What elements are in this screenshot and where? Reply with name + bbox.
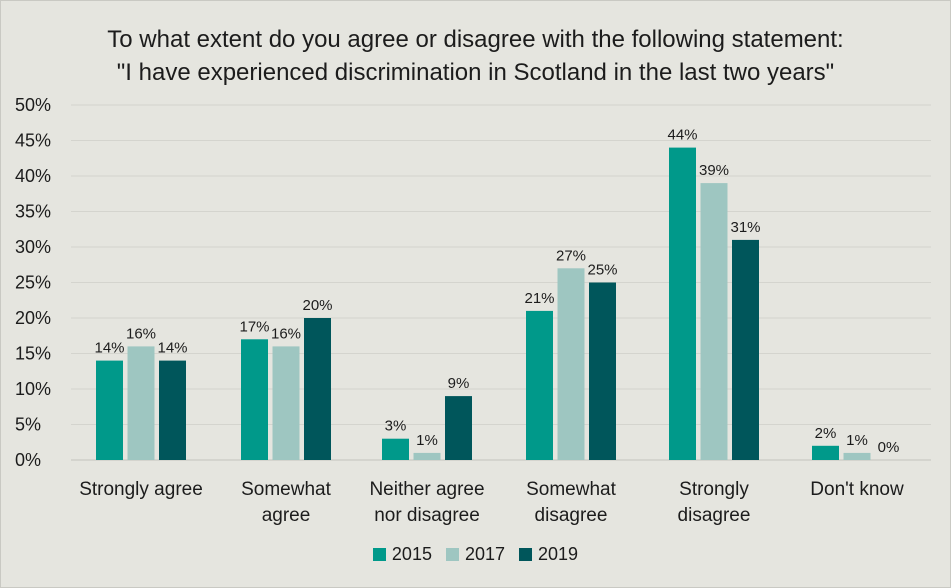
legend-swatch-2019	[519, 548, 533, 561]
category-label-line: Somewhat	[526, 479, 616, 500]
bar-2019-0	[159, 360, 186, 460]
y-tick-label: 40%	[15, 166, 51, 186]
bar-2019-2	[445, 396, 472, 460]
bar-2017-0	[127, 346, 155, 460]
category-label: Strongly agree	[79, 479, 203, 500]
data-label: 0%	[878, 439, 900, 456]
y-tick-label: 30%	[15, 237, 51, 257]
y-tick-label: 25%	[15, 273, 51, 293]
category-label: Don't know	[810, 479, 904, 500]
data-label: 21%	[524, 290, 554, 307]
gridlines	[71, 104, 931, 461]
category-label-line: disagree	[535, 505, 608, 526]
y-tick-label: 10%	[15, 379, 51, 399]
category-label-line: Neither agree	[369, 479, 484, 500]
bar-2017-4	[700, 183, 728, 460]
y-tick-label: 0%	[15, 450, 41, 470]
data-label: 25%	[587, 262, 617, 279]
bar-2017-5	[843, 452, 871, 460]
bar-2019-1	[304, 318, 331, 460]
category-label-line: Strongly agree	[79, 479, 203, 500]
data-label: 3%	[385, 418, 407, 435]
data-label: 16%	[126, 325, 156, 342]
data-label: 39%	[699, 162, 729, 179]
y-tick-label: 20%	[15, 308, 51, 328]
data-label: 16%	[271, 325, 301, 342]
data-label: 14%	[94, 340, 124, 357]
bar-2017-1	[272, 346, 300, 460]
category-label-line: Strongly	[679, 479, 749, 500]
data-label: 9%	[448, 375, 470, 392]
y-tick-label: 35%	[15, 202, 51, 222]
data-label: 27%	[556, 247, 586, 264]
data-label: 20%	[302, 297, 332, 314]
category-label-line: agree	[262, 505, 311, 526]
bar-2017-3	[557, 268, 585, 460]
data-label: 31%	[730, 219, 760, 236]
data-label: 44%	[667, 127, 697, 144]
legend-label-2017: 2017	[464, 544, 506, 564]
y-tick-label: 5%	[15, 415, 41, 435]
y-tick-label: 15%	[15, 344, 51, 364]
bar-2015-2	[382, 438, 409, 460]
legend-swatch-2015	[372, 548, 386, 561]
category-label: Somewhat disagree	[526, 479, 616, 526]
category-label: Somewhat agree	[241, 479, 331, 526]
data-label: 17%	[239, 318, 269, 335]
data-label: 14%	[157, 340, 187, 357]
y-tick-label: 50%	[15, 95, 51, 115]
data-label: 1%	[846, 432, 868, 449]
chart-title: To what extent do you agree or disagree …	[1, 23, 950, 89]
bar-2015-0	[96, 360, 123, 460]
bar-2019-4	[732, 239, 759, 460]
legend-item-2019: 2019	[519, 544, 578, 565]
bars	[96, 147, 871, 460]
legend-item-2015: 2015	[372, 544, 432, 565]
chart-title-line-1: To what extent do you agree or disagree …	[107, 26, 844, 53]
category-label-line: nor disagree	[374, 505, 480, 526]
bar-2017-2	[413, 452, 441, 460]
legend-item-2017: 2017	[445, 544, 506, 565]
legend-label-2019: 2019	[538, 544, 579, 564]
category-label: Neither agree nor disagree	[369, 479, 484, 526]
bar-2019-3	[589, 282, 616, 460]
category-label: Strongly disagree	[678, 479, 751, 526]
category-label-line: disagree	[678, 505, 751, 526]
data-label: 2%	[815, 425, 837, 442]
chart-title-line-2: "I have experienced discrimination in Sc…	[116, 59, 835, 86]
category-label-line: Somewhat	[241, 479, 331, 500]
legend: 2015 2017 2019	[1, 544, 950, 565]
bar-2015-3	[526, 310, 553, 460]
data-labels: 14% 17% 3% 21% 44% 2% 16% 16% 1% 27% 39% 1% 14% 20% 9%…	[94, 127, 899, 456]
bar-2015-5	[812, 445, 839, 460]
bar-2015-4	[669, 147, 696, 460]
y-axis: 0% 5% 10% 15% 20% 25% 30% 35% 40% 45% 50%	[15, 95, 51, 470]
category-label-line: Don't know	[810, 479, 904, 500]
data-label: 1%	[416, 432, 438, 449]
legend-label-2015: 2015	[391, 544, 432, 564]
legend-swatch-2017	[445, 548, 459, 561]
x-axis: Strongly agree Somewhat agree Neither agree…	[79, 479, 904, 526]
bar-2015-1	[241, 339, 268, 460]
y-tick-label: 45%	[15, 131, 51, 151]
